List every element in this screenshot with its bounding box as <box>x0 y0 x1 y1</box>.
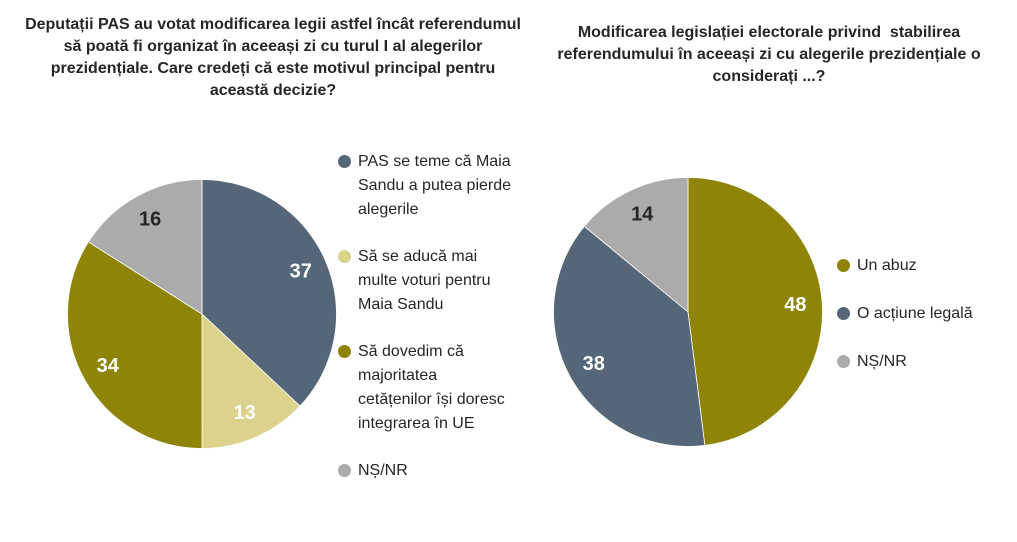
legend-item: PAS se teme că Maia Sandu a putea pierde… <box>338 150 514 222</box>
right-chart-title: Modificarea legislației electorale privi… <box>557 24 986 85</box>
legend-label: Să se aducă mai multe voturi pentru Maia… <box>358 248 491 313</box>
pie-value-label: 14 <box>631 204 654 226</box>
legend-swatch-icon <box>338 464 351 477</box>
legend-swatch-icon <box>837 355 850 368</box>
pie-value-label: 37 <box>290 260 312 282</box>
legend-label: O acțiune legală <box>857 305 973 322</box>
right-chart-legend: Un abuz O acțiune legală NȘ/NR <box>837 254 1013 398</box>
pie-slice <box>583 177 689 313</box>
legend-swatch-icon <box>837 307 850 320</box>
legend-item: Să se aducă mai multe voturi pentru Maia… <box>338 245 514 317</box>
pie-value-label: 38 <box>583 353 605 375</box>
pie-slice <box>687 177 823 446</box>
pie-value-label: 34 <box>97 355 120 377</box>
legend-label: Un abuz <box>857 257 917 274</box>
pie-slice <box>67 241 203 449</box>
left-chart-legend: PAS se teme că Maia Sandu a putea pierde… <box>338 150 514 506</box>
right-pie-chart: 48 38 14 <box>553 177 823 447</box>
legend-swatch-icon <box>837 259 850 272</box>
left-chart-title: Deputații PAS au votat modificarea legii… <box>25 16 526 99</box>
legend-swatch-icon <box>338 155 351 168</box>
legend-item: Un abuz <box>837 254 1013 278</box>
legend-item: NȘ/NR <box>837 350 1013 374</box>
pie-slice <box>87 179 203 315</box>
legend-label: NȘ/NR <box>358 462 408 479</box>
pie-slice <box>553 225 706 447</box>
legend-item: NȘ/NR <box>338 459 514 483</box>
left-pie-chart: 37 13 34 16 <box>67 179 337 449</box>
pie-slice <box>201 179 337 407</box>
pie-value-label: 16 <box>139 209 161 231</box>
legend-label: Să dovedim că majoritatea cetățenilor îș… <box>358 343 505 432</box>
pie-value-label: 13 <box>234 402 256 424</box>
legend-label: NȘ/NR <box>857 353 907 370</box>
pie-value-label: 48 <box>784 294 806 316</box>
pie-slice <box>201 313 301 449</box>
legend-item: O acțiune legală <box>837 302 1013 326</box>
legend-swatch-icon <box>338 250 351 263</box>
legend-label: PAS se teme că Maia Sandu a putea pierde… <box>358 153 512 218</box>
legend-item: Să dovedim că majoritatea cetățenilor îș… <box>338 340 514 436</box>
legend-swatch-icon <box>338 345 351 358</box>
